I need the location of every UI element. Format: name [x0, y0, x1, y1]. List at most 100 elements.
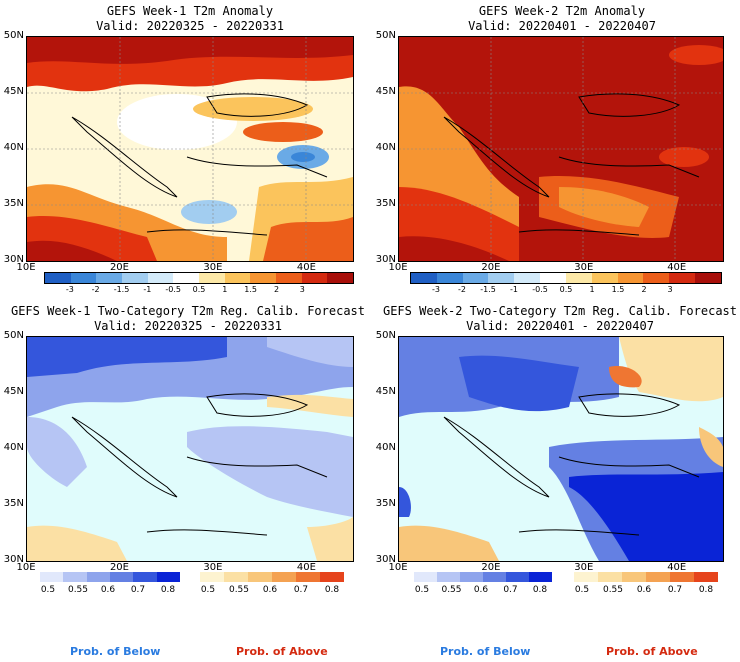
colorbar-tick: -0.5	[165, 285, 181, 294]
panel-2-title: GEFS Week-2 T2m Anomaly Valid: 20220401 …	[392, 4, 732, 34]
colorbar-swatch	[250, 273, 277, 283]
colorbar-tick: 3	[299, 285, 305, 294]
colorbar-swatch	[514, 273, 541, 283]
colorbar-tick: -2	[458, 285, 466, 294]
panel-1-title-text: GEFS Week-1 T2m Anomaly	[106, 4, 274, 18]
prob-above-swatch	[646, 572, 670, 582]
week2-prob-above-colorbar	[574, 572, 718, 582]
lon-label: 40E	[667, 262, 687, 273]
prob-above-swatch	[296, 572, 320, 582]
colorbar-swatch	[695, 273, 721, 283]
prob-tick: 0.8	[324, 585, 340, 595]
panel-3-valid-text: Valid: 20220325 - 20220331	[94, 319, 282, 333]
colorbar-tick: 3	[667, 285, 673, 294]
colorbar-swatch	[147, 273, 174, 283]
colorbar-swatch	[96, 273, 123, 283]
lat-label: 45N	[375, 86, 396, 97]
prob-tick: 0.6	[262, 585, 278, 595]
colorbar-swatch	[591, 273, 618, 283]
lat-label: 30N	[3, 254, 24, 265]
colorbar-swatch	[199, 273, 225, 283]
prob-below-swatch	[529, 572, 552, 582]
colorbar-tick: 1.5	[244, 285, 258, 294]
week1-probability-map	[26, 336, 354, 562]
lat-label: 35N	[3, 198, 24, 209]
lat-label: 45N	[3, 386, 24, 397]
colorbar-swatch	[70, 273, 97, 283]
lat-label: 35N	[3, 498, 24, 509]
lat-label: 35N	[375, 198, 396, 209]
colorbar-swatch	[540, 273, 566, 283]
colorbar-tick: 0.5	[559, 285, 573, 294]
prob-tick: 0.7	[667, 585, 683, 595]
lon-label: 40E	[296, 262, 316, 273]
lat-label: 30N	[375, 554, 396, 565]
colorbar-tick: -2	[91, 285, 100, 294]
lat-label: 40N	[3, 442, 24, 453]
lon-label: 30E	[203, 262, 223, 273]
prob-tick: 0.8	[160, 585, 176, 595]
panel-3-title-text: GEFS Week-1 Two-Category T2m Reg. Calib.…	[10, 304, 365, 318]
prob-tick: 0.55	[228, 585, 250, 595]
lon-label: 40E	[667, 562, 687, 573]
colorbar-swatch	[565, 273, 592, 283]
panel-4-title-text: GEFS Week-2 Two-Category T2m Reg. Calib.…	[382, 304, 737, 318]
panel-2-valid-text: Valid: 20220401 - 20220407	[468, 19, 656, 33]
prob-tick: 0.8	[532, 585, 548, 595]
lat-label: 35N	[375, 498, 396, 509]
colorbar-tick: 0.5	[192, 285, 206, 294]
week1-prob-above-colorbar	[200, 572, 344, 582]
lon-label: 20E	[481, 262, 501, 273]
prob-tick: 0.55	[441, 585, 462, 595]
colorbar-swatch	[301, 273, 328, 283]
lat-label: 45N	[375, 386, 396, 397]
prob-tick: 0.6	[100, 585, 116, 595]
prob-above-swatch	[200, 572, 224, 582]
colorbar-swatch	[669, 273, 696, 283]
prob-tick: 0.55	[602, 585, 624, 595]
colorbar-tick: -1.5	[480, 285, 496, 294]
panel-1-valid-text: Valid: 20220325 - 20220331	[96, 19, 284, 33]
colorbar-swatch	[327, 273, 354, 283]
prob-above-swatch	[248, 572, 272, 582]
colorbar-swatch	[436, 273, 463, 283]
prob-above-swatch	[598, 572, 622, 582]
prob-below-swatch	[133, 572, 157, 582]
panel-4-valid-text: Valid: 20220401 - 20220407	[466, 319, 654, 333]
prob-below-swatch	[414, 572, 437, 582]
colorbar-tick: 1.5	[611, 285, 625, 294]
prob-below-swatch	[506, 572, 529, 582]
lon-label: 40E	[296, 562, 316, 573]
prob-tick: 0.7	[293, 585, 309, 595]
week1-anomaly-colorbar	[44, 272, 354, 284]
colorbar-tick: 2	[641, 285, 647, 294]
week2-prob-below-label: Prob. of Below	[440, 645, 531, 658]
prob-below-swatch	[437, 572, 460, 582]
colorbar-tick: 1	[589, 285, 595, 294]
colorbar-swatch	[122, 273, 148, 283]
prob-above-swatch	[670, 572, 694, 582]
prob-above-swatch	[272, 572, 296, 582]
colorbar-tick: -1	[510, 285, 518, 294]
week1-prob-below-label: Prob. of Below	[70, 645, 161, 658]
lat-label: 30N	[375, 254, 396, 265]
lat-label: 40N	[3, 142, 24, 153]
lat-label: 50N	[3, 30, 24, 41]
prob-tick: 0.6	[636, 585, 652, 595]
prob-tick: 0.55	[67, 585, 89, 595]
lat-label: 45N	[3, 86, 24, 97]
week1-prob-above-label: Prob. of Above	[236, 645, 328, 658]
week2-anomaly-map	[398, 36, 724, 262]
lon-label: 10E	[388, 262, 408, 273]
prob-tick: 0.7	[130, 585, 146, 595]
lon-label: 20E	[481, 562, 501, 573]
prob-below-swatch	[460, 572, 483, 582]
prob-below-swatch	[63, 572, 87, 582]
lat-label: 50N	[375, 30, 396, 41]
week1-anomaly-map	[26, 36, 354, 262]
colorbar-tick: -1	[143, 285, 152, 294]
colorbar-swatch	[173, 273, 200, 283]
prob-above-swatch	[574, 572, 598, 582]
lat-label: 30N	[3, 554, 24, 565]
week2-prob-above-label: Prob. of Above	[606, 645, 698, 658]
